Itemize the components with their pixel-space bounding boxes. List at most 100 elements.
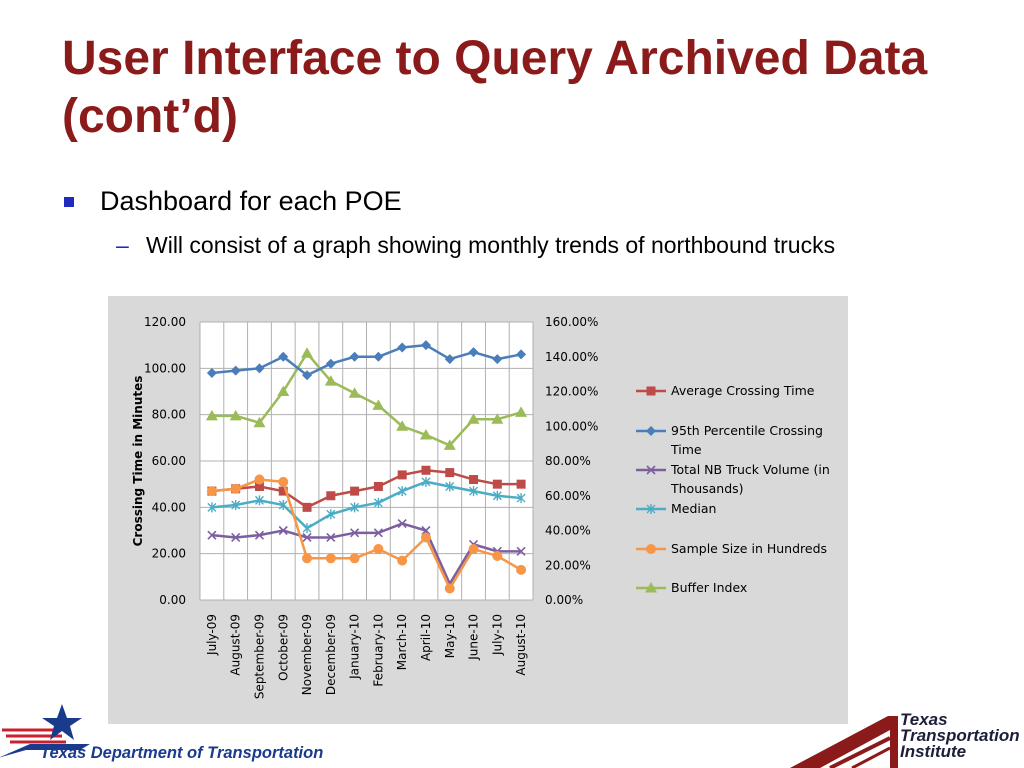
- data-point: [420, 340, 431, 351]
- data-point: [326, 509, 336, 520]
- x-tick-label: June-10: [467, 614, 481, 661]
- data-point: [444, 354, 455, 365]
- data-point: [302, 553, 313, 564]
- y-axis-label: Crossing Time in Minutes: [131, 376, 145, 547]
- x-tick-label: August-10: [514, 614, 528, 676]
- data-point: [397, 518, 407, 529]
- data-point: [373, 528, 383, 538]
- data-point: [396, 420, 409, 431]
- data-point: [397, 555, 408, 566]
- y2-tick-label: 20.00%: [545, 558, 591, 572]
- data-point: [516, 564, 527, 575]
- tti-name-line1: Texas: [900, 710, 948, 729]
- highway-logo-icon: [790, 716, 898, 768]
- data-point: [302, 523, 312, 534]
- data-point: [421, 465, 431, 475]
- data-point: [646, 386, 656, 396]
- y2-tick-label: 100.00%: [545, 419, 598, 433]
- data-point: [231, 500, 241, 511]
- legend-label: 95th Percentile Crossing: [671, 423, 823, 438]
- data-point: [302, 502, 312, 512]
- x-tick-label: February-10: [371, 614, 385, 687]
- data-point: [420, 532, 431, 543]
- data-point: [373, 351, 384, 362]
- data-point: [254, 363, 265, 374]
- x-tick-label: April-10: [419, 614, 433, 661]
- legend-label: Time: [670, 442, 702, 457]
- data-point: [230, 483, 241, 494]
- data-point: [350, 528, 360, 538]
- legend-label: Average Crossing Time: [671, 383, 815, 398]
- txdot-logo: Texas Department of Transportation: [0, 700, 340, 768]
- data-point: [492, 354, 503, 365]
- data-point: [253, 416, 266, 428]
- data-point: [349, 553, 360, 564]
- data-point: [206, 367, 217, 378]
- y-tick-label: 100.00: [144, 361, 186, 375]
- data-point: [373, 497, 383, 508]
- x-tick-label: July-09: [205, 614, 219, 656]
- y-tick-label: 60.00: [152, 454, 186, 468]
- star-flag-logo-icon: [0, 704, 90, 758]
- data-point: [421, 476, 431, 487]
- data-point: [419, 428, 432, 440]
- data-point: [492, 550, 503, 561]
- data-point: [373, 544, 384, 555]
- data-point: [516, 546, 526, 556]
- chart-container: 0.00 20.00 40.00 60.00 80.00 100.00 120.00 0.00…: [108, 296, 848, 724]
- data-point: [325, 553, 336, 564]
- data-point: [492, 490, 502, 501]
- data-point: [372, 399, 385, 410]
- x-tick-label: November-09: [300, 614, 314, 695]
- x-tick-label: September-09: [252, 614, 266, 699]
- x-tick-label: August-09: [229, 614, 243, 676]
- data-point: [421, 525, 431, 536]
- y-tick-label: 120.00: [144, 315, 186, 329]
- data-point: [229, 409, 242, 421]
- data-point: [469, 486, 479, 497]
- bullet-text: Dashboard for each POE: [100, 186, 402, 216]
- y2-tick-label: 160.00%: [545, 315, 598, 329]
- data-point: [445, 468, 455, 478]
- y2-tick-label: 120.00%: [545, 385, 598, 399]
- data-point: [324, 375, 337, 386]
- data-point: [326, 491, 336, 501]
- data-point: [469, 475, 479, 485]
- data-point: [646, 544, 656, 554]
- data-point: [350, 486, 360, 496]
- data-point: [278, 486, 288, 496]
- data-point: [207, 530, 217, 540]
- data-point: [231, 532, 241, 543]
- data-point: [349, 351, 360, 362]
- x-tick-label: January-10: [348, 614, 362, 680]
- data-point: [302, 532, 312, 543]
- data-point: [348, 387, 361, 398]
- data-point: [443, 439, 456, 450]
- data-point: [492, 479, 502, 489]
- tti-name-line2: Transportation: [900, 726, 1020, 745]
- data-point: [278, 500, 288, 511]
- data-point: [301, 347, 314, 358]
- data-point: [254, 481, 264, 491]
- data-point: [646, 426, 656, 436]
- data-point: [326, 532, 336, 543]
- y2-tick-label: 60.00%: [545, 489, 591, 503]
- series-line: [211, 343, 522, 377]
- data-point: [302, 370, 313, 381]
- data-point: [325, 358, 336, 369]
- data-point: [445, 481, 455, 492]
- data-point: [515, 406, 528, 417]
- data-point: [350, 502, 360, 513]
- data-point: [444, 583, 455, 594]
- data-point: [516, 349, 527, 360]
- page-title: User Interface to Query Archived Data (c…: [62, 32, 928, 143]
- data-point: [278, 525, 288, 536]
- y2-tick-label: 80.00%: [545, 454, 591, 468]
- data-point: [467, 413, 480, 424]
- data-point: [516, 479, 526, 489]
- data-point: [230, 365, 241, 376]
- data-point: [491, 413, 504, 424]
- data-point: [397, 342, 408, 353]
- legend-label: Median: [671, 501, 716, 516]
- subbullet-text: Will consist of a graph showing monthly …: [146, 232, 836, 258]
